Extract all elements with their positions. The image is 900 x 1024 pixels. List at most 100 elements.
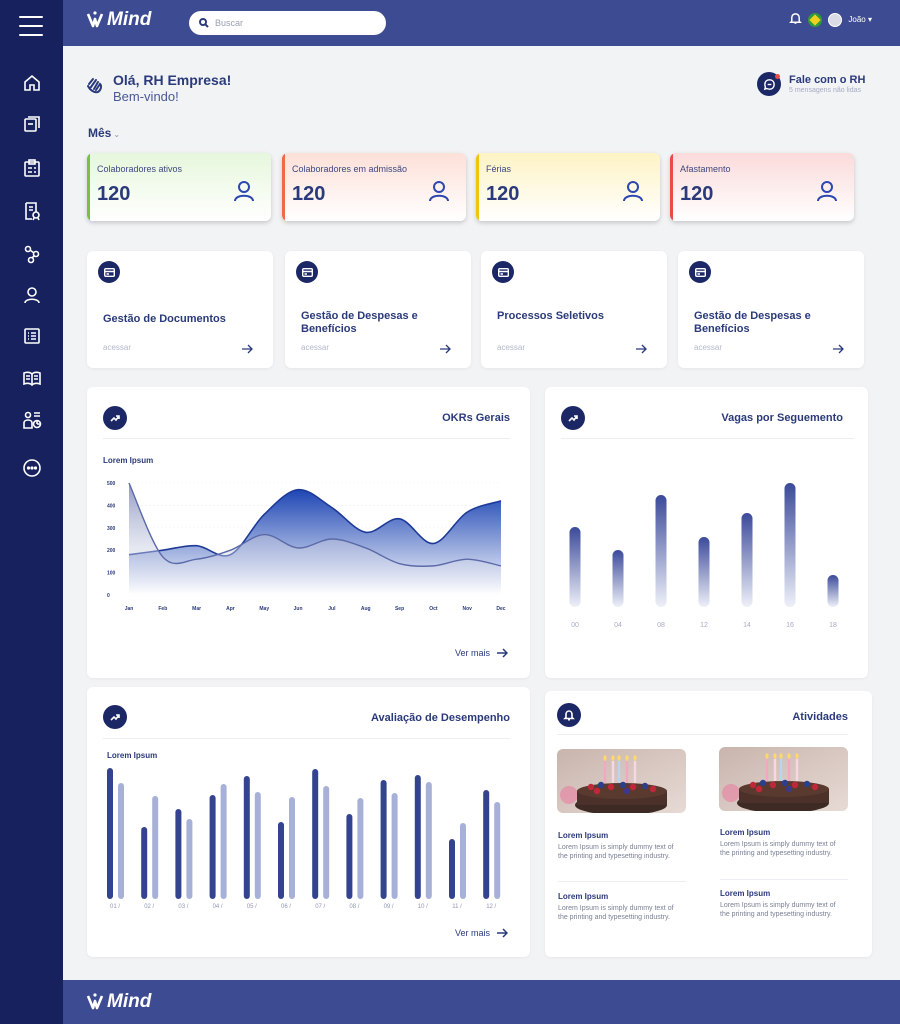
okr-panel: OKRs Gerais Lorem Ipsum 0 100 200 300 400 500… <box>87 387 530 678</box>
activity-title[interactable]: Lorem Ipsum <box>558 831 609 840</box>
vagas-bar[interactable] <box>784 483 796 607</box>
vagas-bar[interactable] <box>741 513 753 607</box>
x-tick-label: 02 / <box>144 904 154 910</box>
performance-bar[interactable] <box>243 776 250 899</box>
x-tick-label: Nov <box>462 606 472 612</box>
home-icon[interactable] <box>21 72 43 94</box>
clipboard-icon[interactable] <box>21 157 43 179</box>
stat-card[interactable]: Férias 120 <box>476 153 660 221</box>
performance-bar[interactable] <box>209 795 216 899</box>
activity-image[interactable] <box>557 749 686 813</box>
x-tick-label: Feb <box>158 606 167 612</box>
user-avatar[interactable] <box>828 12 843 27</box>
team-chart-icon[interactable] <box>21 409 43 431</box>
activity-image[interactable] <box>719 747 848 811</box>
stat-card[interactable]: Colaboradores ativos 120 <box>87 153 271 221</box>
module-card[interactable]: Gestão de Documentos acessar <box>87 251 273 368</box>
x-tick-label: 04 <box>614 622 622 629</box>
x-tick-label: 18 <box>829 622 837 629</box>
stat-accent-bar <box>670 153 673 221</box>
list-icon[interactable] <box>21 325 43 347</box>
brazil-flag-icon[interactable] <box>808 12 823 27</box>
performance-bar[interactable] <box>494 802 501 899</box>
performance-bar[interactable] <box>414 775 421 899</box>
performance-bar[interactable] <box>175 809 182 899</box>
arrow-right-icon[interactable] <box>241 341 253 354</box>
stat-label: Colaboradores ativos <box>97 164 183 174</box>
arrow-right-icon[interactable] <box>635 341 647 354</box>
module-access-link[interactable]: acessar <box>497 343 526 352</box>
stat-label: Férias <box>486 164 512 174</box>
bell-icon <box>557 703 581 727</box>
desempenho-more-link[interactable]: Ver mais <box>455 928 508 938</box>
vagas-bar[interactable] <box>612 550 624 607</box>
performance-bar[interactable] <box>312 769 319 899</box>
performance-bar[interactable] <box>323 786 330 899</box>
activity-title[interactable]: Lorem Ipsum <box>558 892 609 901</box>
vagas-bar[interactable] <box>698 537 710 607</box>
desempenho-more-label: Ver mais <box>454 928 490 938</box>
brand-name: Mind <box>107 9 152 30</box>
vagas-bar[interactable] <box>569 527 581 607</box>
stat-card[interactable]: Colaboradores em admissão 120 <box>282 153 466 221</box>
stat-label: Afastamento <box>680 164 731 174</box>
okr-more-link[interactable]: Ver mais <box>455 648 508 658</box>
chat-icon <box>757 72 781 96</box>
performance-bar[interactable] <box>357 798 364 899</box>
performance-bar[interactable] <box>152 796 159 899</box>
documents-icon[interactable] <box>21 113 43 135</box>
performance-bar[interactable] <box>289 797 295 899</box>
performance-bar[interactable] <box>118 783 124 899</box>
atividades-title: Atividades <box>792 711 848 723</box>
menu-icon[interactable] <box>19 16 43 36</box>
y-tick-label: 500 <box>107 481 116 487</box>
arrow-right-icon[interactable] <box>439 341 451 354</box>
performance-bar[interactable] <box>391 793 398 899</box>
performance-bar[interactable] <box>460 823 466 899</box>
vagas-bar[interactable] <box>827 575 839 607</box>
stat-card[interactable]: Afastamento 120 <box>670 153 854 221</box>
activity-desc: Lorem Ipsum is simply dummy text of the … <box>720 841 836 857</box>
arrow-right-icon[interactable] <box>832 341 844 354</box>
performance-bar[interactable] <box>425 782 432 899</box>
performance-bar[interactable] <box>380 780 387 899</box>
performance-bar[interactable] <box>449 839 455 899</box>
arrow-right-icon <box>497 928 508 938</box>
performance-bar[interactable] <box>107 768 113 899</box>
x-tick-label: 06 / <box>281 904 291 910</box>
activity-desc: Lorem Ipsum is simply dummy text of the … <box>720 902 836 918</box>
module-card[interactable]: Processos Seletivos acessar <box>481 251 667 368</box>
stat-accent-bar <box>87 153 90 221</box>
x-tick-label: Oct <box>429 606 438 612</box>
activity-title[interactable]: Lorem Ipsum <box>720 828 771 837</box>
footer-logo[interactable]: Mind <box>85 991 151 1013</box>
module-card[interactable]: Gestão de Despesas e Benefícios acessar <box>678 251 864 368</box>
report-icon[interactable] <box>21 200 43 222</box>
module-access-link[interactable]: acessar <box>694 343 723 352</box>
performance-bar[interactable] <box>346 814 353 899</box>
activity-title[interactable]: Lorem Ipsum <box>720 889 771 898</box>
more-icon[interactable] <box>21 457 43 479</box>
user-icon <box>816 180 838 202</box>
performance-bar[interactable] <box>278 822 284 899</box>
workflow-icon[interactable] <box>21 243 43 265</box>
module-access-link[interactable]: acessar <box>301 343 330 352</box>
performance-bar[interactable] <box>186 819 193 899</box>
user-menu[interactable]: João ▾ <box>848 15 872 24</box>
contact-hr[interactable]: Fale com o RH 5 mensagens não lidas <box>757 72 865 96</box>
search-input[interactable] <box>215 18 375 28</box>
contact-subtitle: 5 mensagens não lidas <box>789 87 861 94</box>
performance-bar[interactable] <box>141 827 148 899</box>
module-card[interactable]: Gestão de Despesas e Benefícios acessar <box>285 251 471 368</box>
performance-bar[interactable] <box>483 790 490 899</box>
performance-bar[interactable] <box>220 784 227 899</box>
module-access-link[interactable]: acessar <box>103 343 132 352</box>
search-bar[interactable] <box>189 11 386 35</box>
user-icon[interactable] <box>21 284 43 306</box>
notification-bell-icon[interactable] <box>789 12 803 27</box>
vagas-bar[interactable] <box>655 495 667 607</box>
book-icon[interactable] <box>21 367 43 389</box>
performance-bar[interactable] <box>254 792 261 899</box>
period-selector[interactable]: Mês ⌄ <box>88 126 120 140</box>
brand-logo[interactable]: Mind <box>85 9 151 31</box>
